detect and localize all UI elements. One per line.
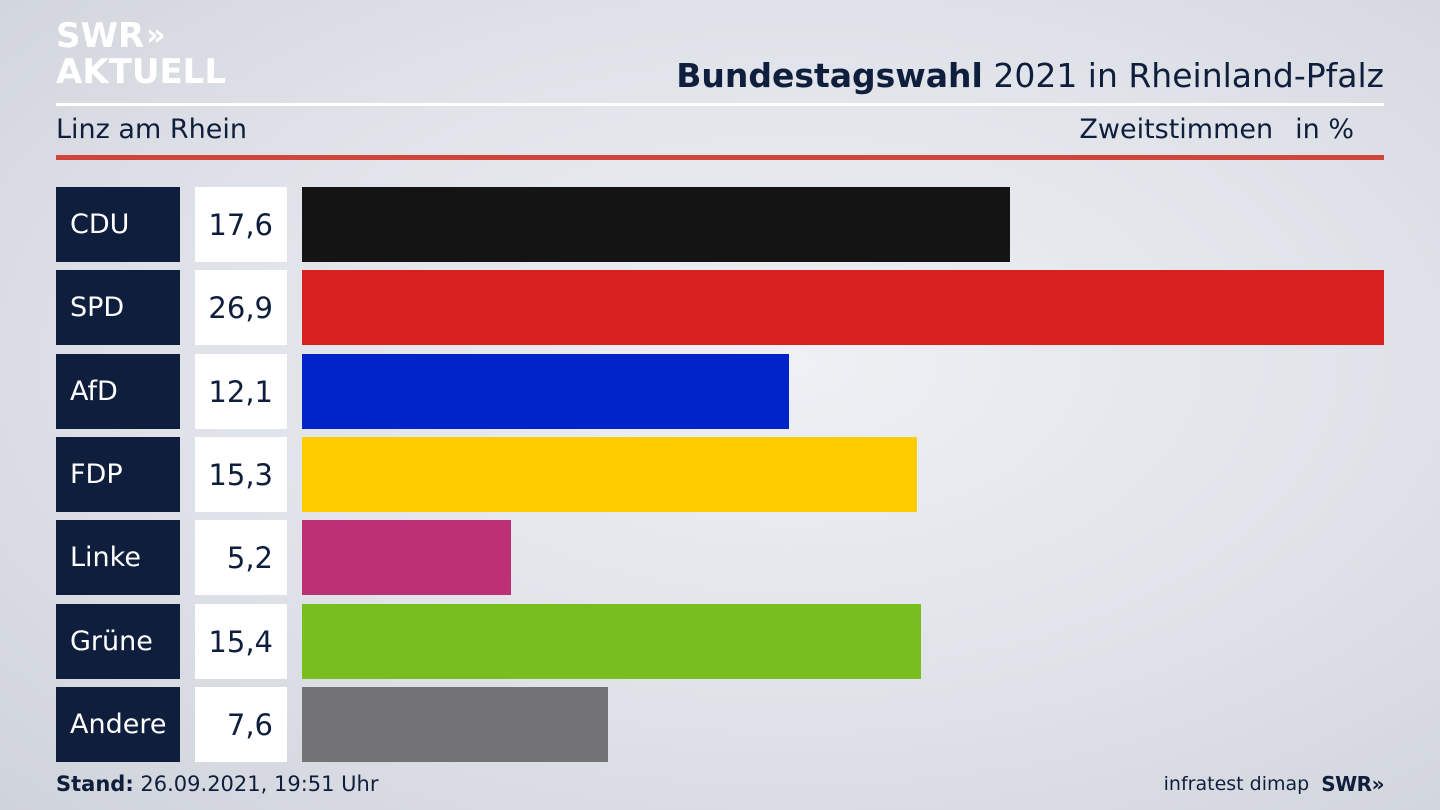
party-label: Andere [56, 687, 180, 762]
unit-label: in % [1295, 114, 1354, 145]
timestamp-value: 26.09.2021, 19:51 Uhr [133, 772, 379, 796]
party-label: Linke [56, 520, 180, 595]
logo-chevron-icon: » [146, 18, 166, 53]
timestamp: Stand: 26.09.2021, 19:51 Uhr [56, 772, 379, 796]
bar-spd [302, 270, 1384, 345]
subtitle-divider [56, 155, 1384, 160]
bar-linke [302, 520, 511, 595]
bar-row: AfD 12,1 [56, 354, 1384, 429]
bar-row: CDU 17,6 [56, 187, 1384, 262]
bar-row: Grüne 15,4 [56, 604, 1384, 679]
swr-aktuell-logo: SWR » AKTUELL [56, 18, 226, 90]
logo-aktuell-text: AKTUELL [56, 52, 227, 92]
measure-label: Zweitstimmen in % [1079, 114, 1354, 145]
party-label: CDU [56, 187, 180, 262]
bar-grne [302, 604, 921, 679]
bar-row: SPD 26,9 [56, 270, 1384, 345]
bar-fdp [302, 437, 917, 512]
party-label: FDP [56, 437, 180, 512]
value-label: 15,3 [195, 437, 287, 512]
bar-row: FDP 15,3 [56, 437, 1384, 512]
value-label: 15,4 [195, 604, 287, 679]
bar-cdu [302, 187, 1010, 262]
value-label: 5,2 [195, 520, 287, 595]
source-credit: infratest dimap SWR» [1163, 772, 1385, 796]
chart-title-bold: Bundestagswahl [676, 56, 983, 95]
value-label: 26,9 [195, 270, 287, 345]
party-label: Grüne [56, 604, 180, 679]
region-label: Linz am Rhein [56, 114, 247, 145]
bar-chart: CDU 17,6 SPD 26,9 AfD 12,1 FDP 15,3 Linke 5,2 Grün… [56, 187, 1384, 762]
header-divider [56, 103, 1384, 106]
logo-swr-text: SWR [56, 16, 145, 56]
value-label: 12,1 [195, 354, 287, 429]
bar-andere [302, 687, 608, 762]
swr-brand-icon: SWR» [1321, 772, 1384, 796]
chart-title: Bundestagswahl 2021 in Rheinland-Pfalz [676, 56, 1384, 95]
bar-row: Andere 7,6 [56, 687, 1384, 762]
bar-row: Linke 5,2 [56, 520, 1384, 595]
value-label: 7,6 [195, 687, 287, 762]
party-label: SPD [56, 270, 180, 345]
value-label: 17,6 [195, 187, 287, 262]
timestamp-label: Stand: [56, 772, 134, 796]
chart-title-rest: 2021 in Rheinland-Pfalz [982, 56, 1384, 95]
vote-type-label: Zweitstimmen [1079, 114, 1274, 145]
source-label: infratest dimap [1163, 773, 1310, 795]
party-label: AfD [56, 354, 180, 429]
bar-afd [302, 354, 789, 429]
